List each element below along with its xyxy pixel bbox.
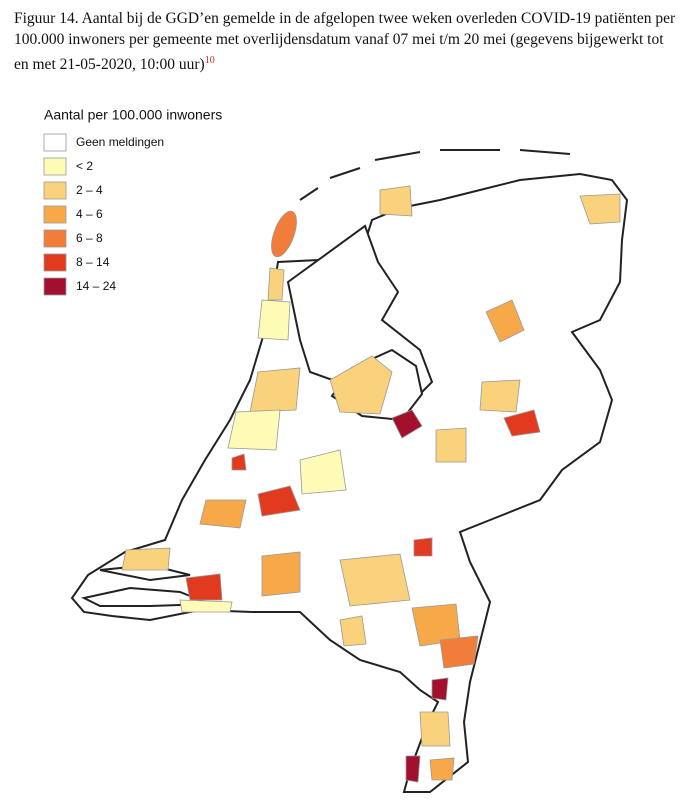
municipalities [121, 185, 621, 783]
legend-label: 2 – 4 [76, 183, 103, 197]
municipality [299, 449, 347, 495]
legend-label: < 2 [76, 159, 93, 173]
municipality [419, 711, 451, 747]
mainland [70, 172, 629, 793]
legend-swatch [43, 133, 67, 152]
municipality [439, 635, 479, 669]
municipality [227, 409, 281, 451]
municipality [257, 485, 301, 517]
legend-label: 8 – 14 [76, 255, 110, 269]
legend-label: Geen meldingen [76, 135, 164, 149]
caption-text: Figuur 14. Aantal bij de GGD’en gemelde … [14, 10, 676, 74]
legend-label: 6 – 8 [76, 231, 103, 245]
wadden-islands [299, 149, 571, 201]
municipality [267, 267, 285, 301]
legend-label: 14 – 24 [76, 279, 116, 293]
legend-swatch [43, 157, 67, 176]
municipality [339, 553, 411, 607]
municipality [257, 299, 291, 341]
municipality [329, 355, 393, 415]
municipality [231, 453, 247, 471]
municipality [339, 615, 367, 647]
footnote: 10 [204, 55, 215, 66]
municipality [261, 551, 301, 597]
legend-label: 4 – 6 [76, 207, 103, 221]
municipality [429, 757, 455, 781]
municipality [479, 379, 521, 413]
legend-swatch [43, 253, 67, 272]
legend-swatch [43, 229, 67, 248]
municipality [271, 210, 297, 258]
municipality [199, 499, 247, 529]
municipality [503, 409, 541, 437]
municipality [485, 299, 525, 343]
legend-swatch [43, 205, 67, 224]
legend-title: Aantal per 100.000 inwoners [44, 107, 222, 123]
municipality [179, 599, 233, 613]
municipality [185, 573, 223, 601]
municipality [431, 677, 449, 701]
legend-swatch [43, 277, 67, 296]
municipality [413, 537, 433, 557]
municipality [435, 427, 467, 463]
municipality [405, 755, 421, 783]
municipality [391, 409, 423, 439]
municipality [379, 185, 413, 217]
caption: Figuur 14. Aantal bij de GGD’en gemelde … [14, 8, 682, 75]
municipality [121, 547, 171, 571]
legend-swatch [43, 181, 67, 200]
municipality [249, 367, 301, 413]
municipality [579, 193, 621, 225]
legend: Geen meldingen < 2 2 – 4 4 – 6 6 – 8 8 – 14 14… [43, 133, 164, 296]
